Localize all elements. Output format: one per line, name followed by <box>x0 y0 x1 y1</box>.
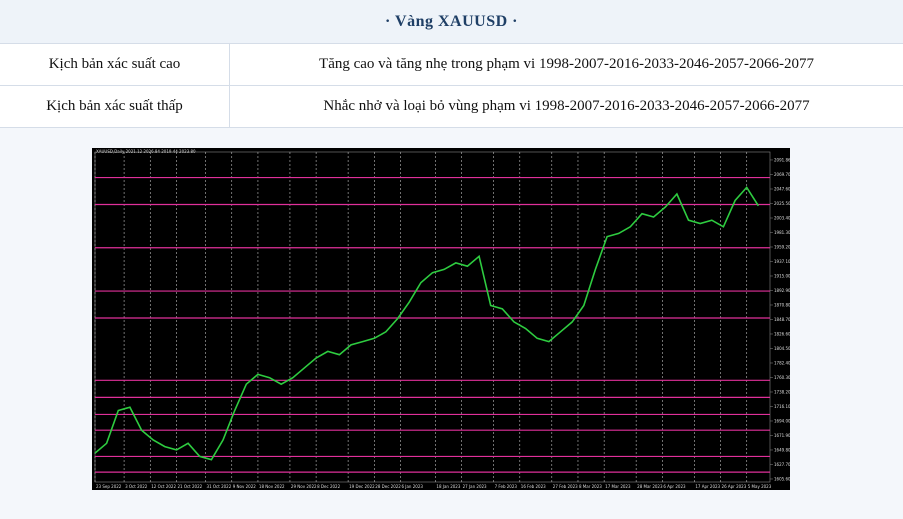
y-tick-label: 1716.10 <box>774 404 790 409</box>
x-tick-label: 8 Mar 2023 <box>579 484 602 489</box>
x-tick-label: 6 Jan 2023 <box>401 484 423 489</box>
cell: Kịch bản xác suất cao <box>0 44 230 85</box>
cell: Tăng cao và tăng nhẹ trong phạm vi 1998-… <box>319 56 814 72</box>
x-tick-label: 16 Feb 2023 <box>521 484 546 489</box>
y-tick-label: 1804.50 <box>774 346 790 351</box>
y-tick-label: 2003.40 <box>774 216 790 221</box>
y-tick-label: 1782.40 <box>774 360 790 365</box>
x-tick-label: 18 Nov 2022 <box>259 484 285 489</box>
chart-title: XAUUSD,Daily 2021.12 2026.84 2019.44 202… <box>96 149 196 154</box>
x-tick-label: 28 Dec 2022 <box>375 484 401 489</box>
y-tick-label: 1605.60 <box>774 476 790 481</box>
y-tick-label: 1870.80 <box>774 302 790 307</box>
x-tick-label: 9 Nov 2022 <box>233 484 257 489</box>
x-tick-label: 28 Mar 2023 <box>637 484 663 489</box>
y-tick-label: 1649.80 <box>774 447 790 452</box>
x-tick-label: 19 Dec 2022 <box>349 484 375 489</box>
x-tick-label: 12 Oct 2022 <box>151 484 176 489</box>
table-row: Kịch bản xác suất thấp Nhắc nhở và loại … <box>0 86 903 128</box>
y-tick-label: 1738.20 <box>774 389 790 394</box>
chart-background <box>92 148 790 490</box>
x-tick-label: 17 Mar 2023 <box>605 484 631 489</box>
y-tick-label: 1981.30 <box>774 230 790 235</box>
cell: Nhắc nhở và loại bỏ vùng phạm vi 1998-20… <box>323 98 810 114</box>
y-tick-label: 1826.60 <box>774 331 790 336</box>
price-chart: XAUUSD,Daily 2021.12 2026.84 2019.44 202… <box>92 148 790 490</box>
table-row: Kịch bản xác suất cao Tăng cao và tăng n… <box>0 44 903 86</box>
cell: Kịch bản xác suất thấp <box>0 86 230 127</box>
y-tick-label: 1892.90 <box>774 288 790 293</box>
y-tick-label: 1915.00 <box>774 273 790 278</box>
y-tick-label: 2025.50 <box>774 201 790 206</box>
y-tick-label: 2091.86 <box>774 157 790 162</box>
x-tick-label: 18 Jan 2023 <box>436 484 460 489</box>
y-tick-label: 1848.70 <box>774 317 790 322</box>
x-tick-label: 7 Feb 2023 <box>495 484 518 489</box>
x-tick-label: 26 Apr 2023 <box>722 484 747 489</box>
x-tick-label: 27 Feb 2023 <box>553 484 578 489</box>
x-tick-label: 23 Sep 2022 <box>96 484 122 489</box>
x-tick-label: 5 May 2023 <box>748 484 772 489</box>
y-tick-label: 2069.70 <box>774 172 790 177</box>
price-line <box>94 186 760 461</box>
x-tick-label: 21 Oct 2022 <box>177 484 202 489</box>
x-tick-label: 31 Oct 2022 <box>207 484 232 489</box>
x-tick-label: 29 Nov 2022 <box>291 484 317 489</box>
x-tick-label: 6 Apr 2023 <box>663 484 686 489</box>
y-tick-label: 1694.00 <box>774 418 790 423</box>
header-title: · Vàng XAUUSD · <box>0 0 903 44</box>
y-tick-label: 1671.90 <box>774 433 790 438</box>
y-tick-label: 1937.10 <box>774 259 790 264</box>
y-tick-label: 1760.30 <box>774 375 790 380</box>
y-tick-label: 2047.60 <box>774 187 790 192</box>
y-tick-label: 1627.70 <box>774 462 790 467</box>
x-tick-label: 27 Jan 2023 <box>463 484 487 489</box>
x-tick-label: 3 Oct 2022 <box>125 484 148 489</box>
y-tick-label: 1959.20 <box>774 244 790 249</box>
x-tick-label: 8 Dec 2022 <box>317 484 340 489</box>
x-tick-label: 17 Apr 2023 <box>695 484 720 489</box>
